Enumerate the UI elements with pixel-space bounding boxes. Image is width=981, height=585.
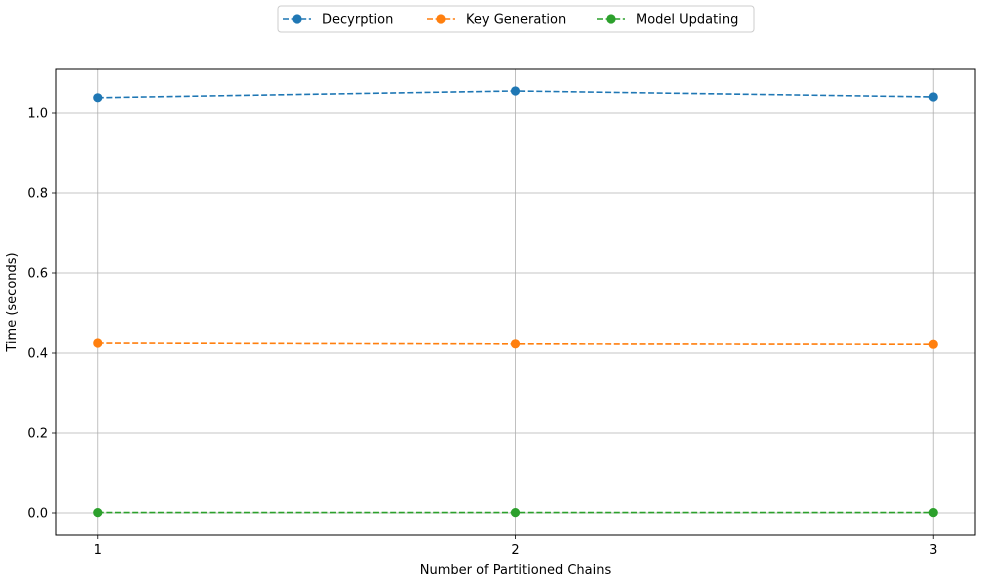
series-decyrption [93,86,938,103]
x-tick-label: 3 [929,543,937,558]
y-tick-label: 1.0 [27,107,48,122]
y-tick-label: 0.6 [27,267,48,282]
x-tick-label: 1 [94,543,102,558]
data-point [93,338,103,348]
legend-entry: Model Updating [597,13,738,28]
data-point [510,507,521,518]
series-key-generation [93,338,938,349]
x-tick-label: 2 [511,543,519,558]
y-tick-label: 0.8 [27,187,48,202]
data-point [510,339,521,349]
y-tick-label: 0.2 [27,427,48,442]
legend-entry: Decyrption [283,13,393,28]
series-group [93,86,938,518]
data-point [928,507,938,518]
legend-label: Decyrption [322,13,393,28]
data-point [93,93,103,103]
data-point [510,86,521,96]
x-axis-label: Number of Partitioned Chains [420,563,612,578]
y-tick-label: 0.0 [27,507,48,522]
y-axis-label: Time (seconds) [5,252,20,352]
series-model-updating [93,507,938,518]
data-point [928,339,938,349]
legend-label: Key Generation [466,13,566,28]
legend-marker [436,14,446,24]
plot-area-frame [55,68,976,536]
data-point [928,92,938,102]
data-point [93,507,103,518]
grid [56,69,975,535]
legend-box [277,5,755,33]
legend-label: Model Updating [636,13,738,28]
legend-marker [606,14,616,24]
legend-marker [292,14,302,24]
legend: Decyrption Key Generation Model Updating [277,5,755,33]
axes: 0.0 0.2 0.4 0.6 0.8 1.0 1 2 3 [27,68,976,558]
legend-entry: Key Generation [427,13,566,28]
y-tick-label: 0.4 [27,347,48,362]
